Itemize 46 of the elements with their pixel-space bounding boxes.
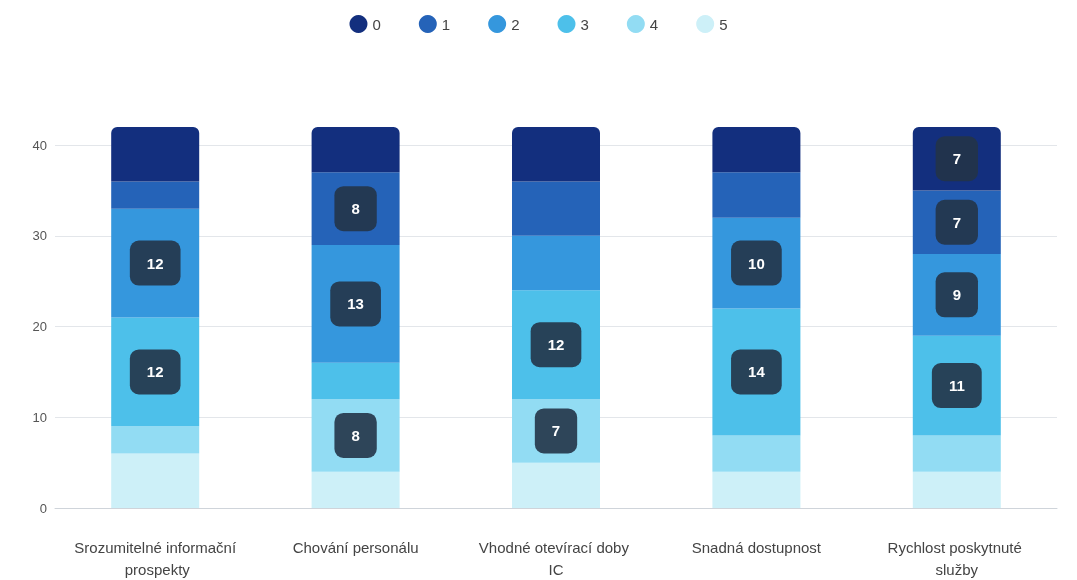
y-tick-label: 30 [32,228,47,244]
data-label: 7 [551,422,561,440]
data-label: 7 [952,213,961,231]
bar [712,172,801,218]
bar [712,471,801,508]
y-tick-label: 0 [39,500,47,516]
data-label: 9 [952,286,961,304]
y-tick-label: 40 [32,137,47,153]
legend-label: 0 [372,15,381,33]
data-label: 14 [748,363,766,381]
data-label: 12 [547,336,565,354]
bar [512,235,600,291]
bar [311,471,400,508]
data-label: 7 [952,150,961,168]
data-label: 8 [351,426,360,444]
bar [311,127,400,173]
x-tick-label: Rychlost poskytnuté služby [887,538,1026,578]
bar [912,471,1001,508]
y-tick-label: 10 [32,409,47,425]
data-label: 12 [146,254,164,272]
data-label: 12 [146,363,164,381]
bar [512,462,600,508]
legend-label: 1 [441,15,451,33]
legend-label: 4 [649,15,659,33]
data-label: 13 [347,295,364,313]
bar [111,181,200,209]
bar [912,435,1001,472]
bar [712,127,801,173]
legend-label: 2 [511,15,520,33]
bar [111,127,200,182]
bar [111,453,200,508]
bar [512,181,600,236]
x-tick-label: Chování personálu [292,538,419,556]
x-tick-label: Srozumitelné informační prospekty [74,538,237,578]
data-label: 10 [748,254,765,272]
bar [111,426,200,454]
data-label: 11 [948,377,965,395]
y-tick-label: 20 [32,319,47,335]
x-tick-label: Vhodné otevírací doby IC [478,538,634,578]
x-tick-label: Snadná dostupnost [691,538,822,556]
bar [712,435,801,472]
bar [311,362,400,400]
bar [512,127,600,182]
legend-label: 5 [719,15,728,33]
data-label: 8 [351,200,360,218]
legend-label: 3 [580,15,589,33]
